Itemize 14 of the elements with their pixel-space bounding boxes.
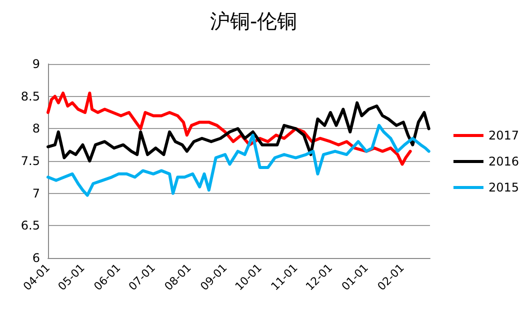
legend-label: 2016 <box>488 154 520 168</box>
y-tick-label: 7.5 <box>20 154 40 168</box>
y-tick-label: 6.5 <box>20 218 40 233</box>
line-series <box>46 101 430 162</box>
y-tick-label: 8.5 <box>20 89 40 104</box>
y-tick-label: 8 <box>32 122 40 136</box>
legend-label: 2017 <box>488 128 520 142</box>
y-tick-label: 7 <box>32 186 40 200</box>
line-series <box>46 124 430 197</box>
y-tick-label: 6 <box>32 251 40 265</box>
chart-title: 沪铜-伦铜 <box>210 9 298 33</box>
legend-label: 2015 <box>488 180 520 194</box>
line-series <box>46 92 412 166</box>
y-tick-label: 9 <box>32 57 40 71</box>
